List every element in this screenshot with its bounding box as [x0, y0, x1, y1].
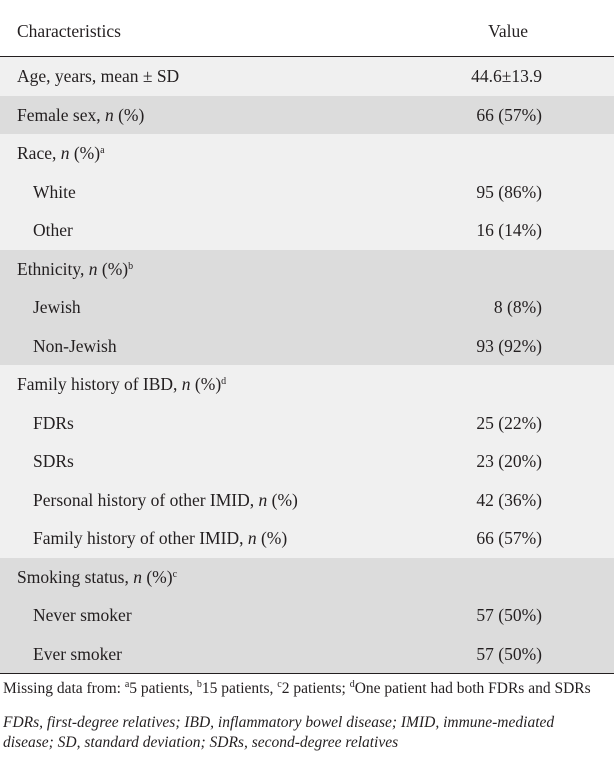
table-row-sdrs: SDRs 23 (20%): [0, 442, 614, 481]
row-label: FDRs: [33, 412, 74, 433]
row-label: Smoking status, n (%)c: [17, 566, 178, 587]
header-value: Value: [488, 21, 528, 41]
row-label: Other: [33, 220, 73, 240]
row-label: Age, years, mean ± SD: [17, 66, 180, 86]
row-label: Jewish: [33, 297, 81, 317]
row-value: 23 (20%): [476, 451, 542, 471]
table-header: Characteristics Value: [0, 0, 614, 56]
header-characteristics: Characteristics: [17, 21, 121, 41]
row-label: SDRs: [33, 451, 74, 471]
table-row-age: Age, years, mean ± SD 44.6±13.9: [0, 56, 614, 96]
table-row-never-smoker: Never smoker 57 (50%): [0, 596, 614, 635]
characteristics-table: Characteristics Value Age, years, mean ±…: [0, 0, 614, 674]
table-row-family-history-imid: Family history of other IMID, n (%) 66 (…: [0, 519, 614, 558]
row-value: 66 (57%): [476, 104, 542, 125]
table-row-female-sex: Female sex, n (%) 66 (57%): [0, 95, 614, 134]
row-value: 57 (50%): [476, 643, 542, 664]
row-label: Race, n (%)a: [17, 143, 105, 163]
row-value: 8 (8%): [493, 297, 542, 317]
table-row-smoking-status: Smoking status, n (%)c: [0, 557, 614, 596]
row-value: 42 (36%): [476, 489, 542, 510]
table-row-other: Other 16 (14%): [0, 211, 614, 250]
row-label: Family history of IBD, n (%)d: [17, 374, 227, 394]
row-label: Never smoker: [33, 605, 132, 625]
row-value: 44.6±13.9: [471, 66, 542, 86]
table-row-ethnicity: Ethnicity, n (%)b: [0, 249, 614, 288]
row-value: 93 (92%): [476, 335, 542, 356]
table-bottom-rule: [0, 673, 614, 674]
row-value: 25 (22%): [476, 412, 542, 433]
row-label: Personal history of other IMID, n (%): [33, 489, 298, 510]
row-value: 16 (14%): [476, 220, 542, 240]
table-row-ever-smoker: Ever smoker 57 (50%): [0, 634, 614, 673]
row-label: Female sex, n (%): [17, 104, 145, 125]
row-label: White: [33, 181, 76, 202]
row-value: 57 (50%): [476, 605, 542, 625]
abbreviations-note: FDRs, first-degree relatives; IBD, infla…: [3, 714, 555, 751]
table-row-fdrs: FDRs 25 (22%): [0, 403, 614, 442]
table-row-race: Race, n (%)a: [0, 134, 614, 173]
table-row-non-jewish: Non-Jewish 93 (92%): [0, 326, 614, 365]
row-value: 66 (57%): [476, 528, 542, 548]
table-row-white: White 95 (86%): [0, 172, 614, 211]
row-label: Ever smoker: [33, 643, 122, 664]
missing-data-note: Missing data from: a5 patients, b15 pati…: [3, 679, 591, 698]
row-label: Family history of other IMID, n (%): [33, 528, 288, 548]
table-row-family-history-ibd: Family history of IBD, n (%)d: [0, 365, 614, 404]
row-value: 95 (86%): [476, 181, 542, 202]
table-footnotes: Missing data from: a5 patients, b15 pati…: [0, 679, 614, 753]
table-row-personal-history-imid: Personal history of other IMID, n (%) 42…: [0, 480, 614, 519]
table-row-jewish: Jewish 8 (8%): [0, 288, 614, 327]
row-label: Non-Jewish: [33, 335, 117, 356]
row-label: Ethnicity, n (%)b: [17, 258, 134, 279]
